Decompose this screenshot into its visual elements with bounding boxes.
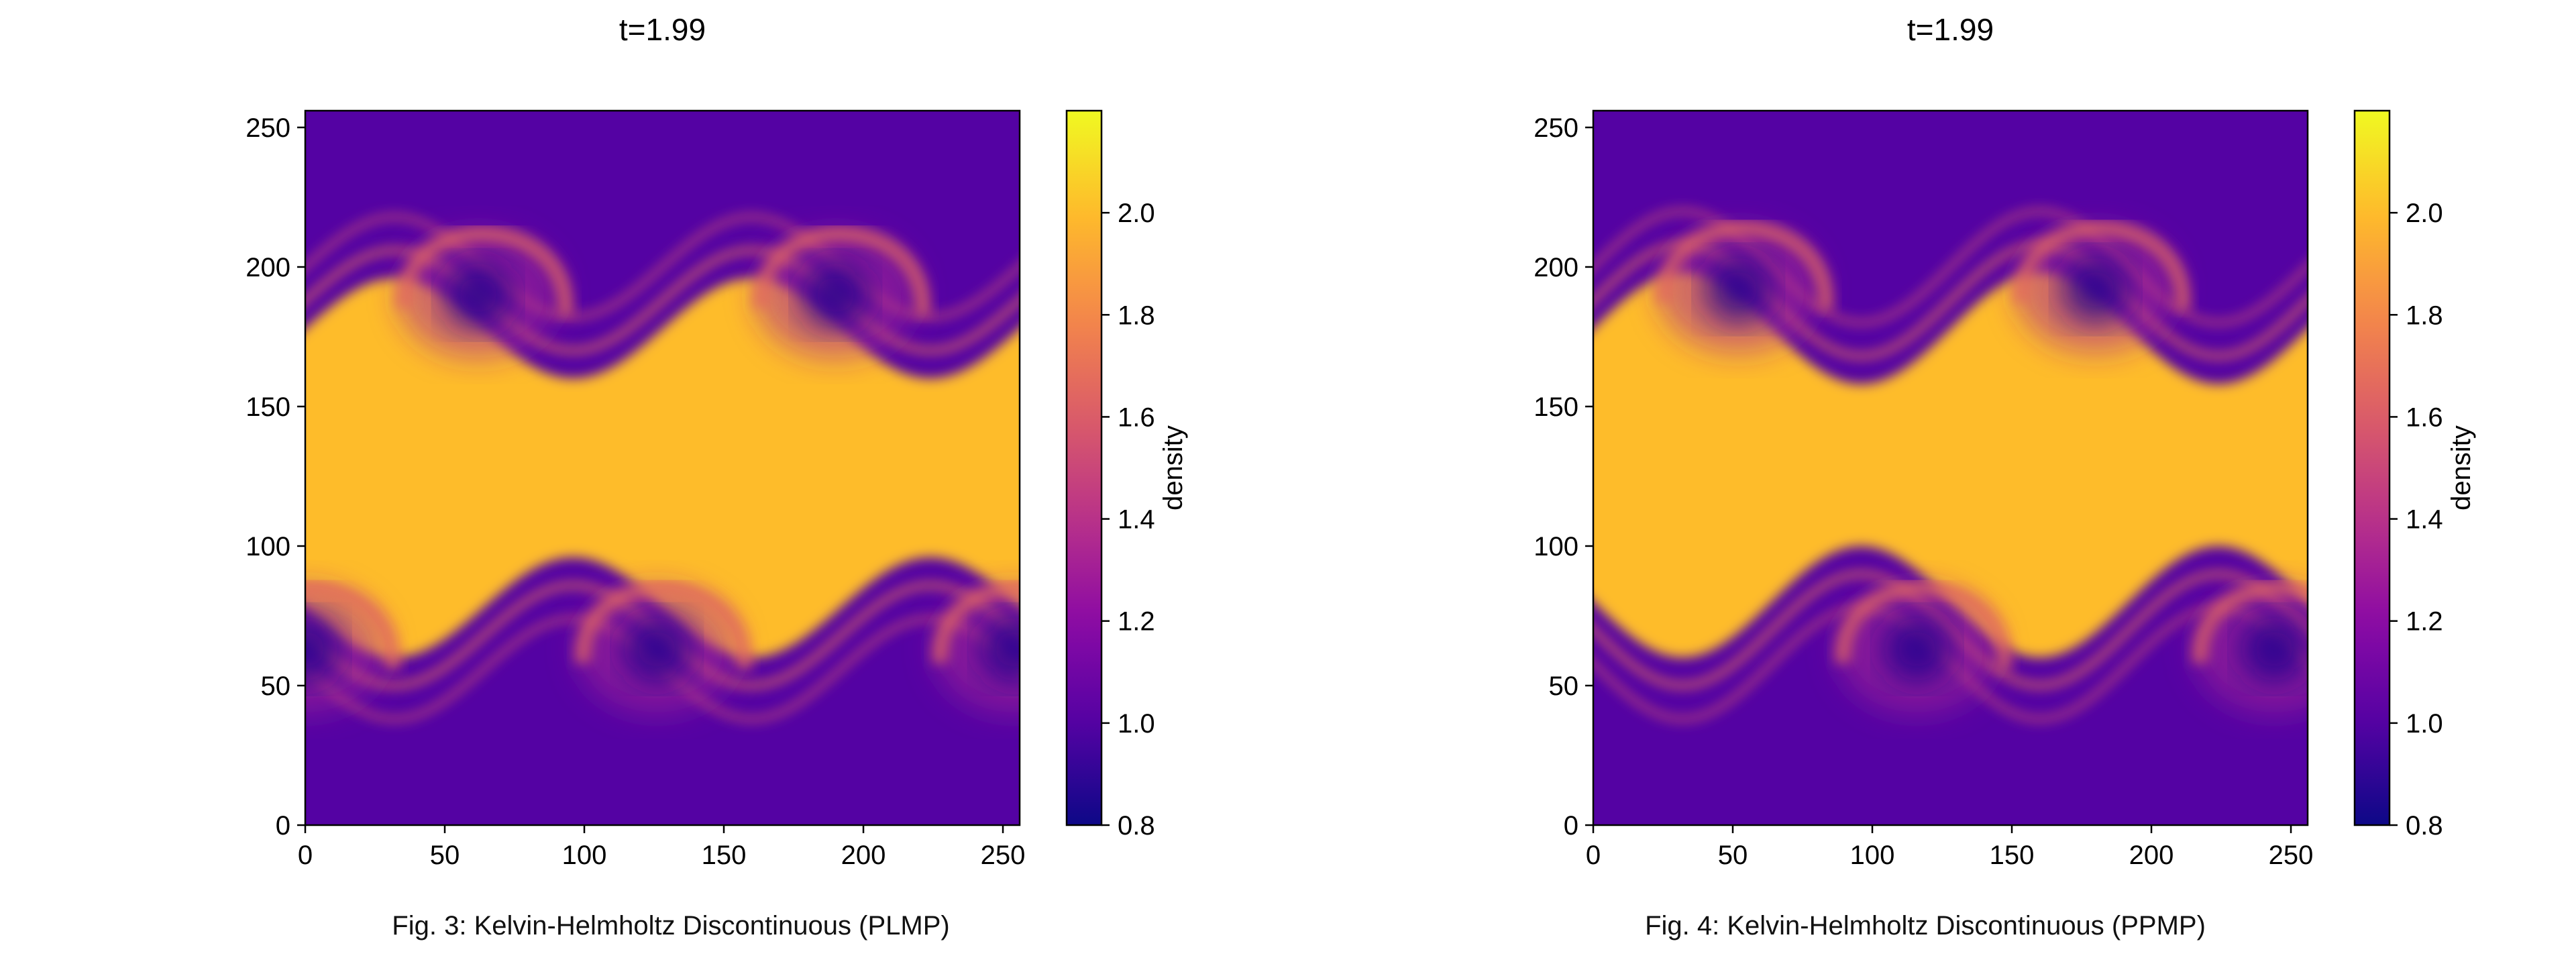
heatmap-ppmp: t=1.99 0 50 100 150 200 250 0 50 100 150 200 250 0.8 1… xyxy=(1534,12,2476,870)
chart-title: t=1.99 xyxy=(619,12,706,47)
y-tick-label: 150 xyxy=(246,392,290,422)
plot-frame xyxy=(304,109,1021,826)
y-tick-label: 100 xyxy=(246,532,290,561)
vortex-core xyxy=(2061,256,2129,323)
colorbar-tick-label: 2.0 xyxy=(2406,199,2443,228)
colorbar-tick-label: 1.0 xyxy=(1118,709,1155,739)
x-tick-label: 50 xyxy=(1718,841,1748,870)
y-tick-label: 150 xyxy=(1534,392,1578,422)
vortex-core xyxy=(623,615,691,683)
y-tick-label: 0 xyxy=(276,811,290,841)
vortex-core xyxy=(444,261,512,329)
x-tick-label: 0 xyxy=(1586,841,1601,870)
x-tick-label: 100 xyxy=(562,841,607,870)
colorbar-tick-label: 1.8 xyxy=(2406,301,2443,330)
colorbar-tick-label: 1.6 xyxy=(1118,402,1155,432)
x-tick-label: 200 xyxy=(2129,841,2174,870)
y-tick-label: 50 xyxy=(1549,672,1579,701)
heatmap-plmp: t=1.99 0 50 100 150 200 250 0 50 100 150 200 250 0.8 1… xyxy=(246,12,1188,870)
density-field xyxy=(1593,111,2308,825)
colorbar-tick-label: 1.0 xyxy=(2406,709,2443,739)
colorbar-tick-label: 1.4 xyxy=(2406,505,2443,535)
x-tick-label: 250 xyxy=(981,841,1026,870)
vortex-core xyxy=(2241,615,2308,683)
x-tick-label: 150 xyxy=(702,841,747,870)
y-tick-label: 200 xyxy=(1534,253,1578,282)
colorbar-tick-label: 0.8 xyxy=(2406,811,2443,841)
colorbar-tick-label: 1.2 xyxy=(1118,607,1155,637)
colorbar-label: density xyxy=(1159,425,1188,511)
figure-panel-plmp: t=1.99 0 50 100 150 200 250 0 50 100 150 200 250 0.8 1… xyxy=(246,12,1188,941)
y-tick-label: 200 xyxy=(246,253,290,282)
colorbar-tick-label: 1.8 xyxy=(1118,301,1155,330)
interface-filament xyxy=(1593,208,2308,326)
vortex-core xyxy=(1705,256,1772,323)
vortex-arm xyxy=(2192,580,2308,663)
y-tick-label: 250 xyxy=(246,113,290,143)
interface-filament xyxy=(1593,241,2308,360)
vortex-arm xyxy=(932,580,1020,663)
vortex-arm xyxy=(1656,220,1834,310)
vortex-arm xyxy=(396,225,574,316)
y-tick-label: 50 xyxy=(261,672,291,701)
colorbar-tick-label: 2.0 xyxy=(1118,199,1155,228)
plot-frame xyxy=(1592,109,2309,826)
vortex-core xyxy=(980,615,1020,683)
vortex-arm xyxy=(575,580,753,670)
dense-band xyxy=(1593,272,2308,658)
vortex-arm xyxy=(305,580,401,670)
colorbar-label: density xyxy=(2447,425,2476,511)
figure-panel-ppmp: t=1.99 0 50 100 150 200 250 0 50 100 150 200 250 0.8 1… xyxy=(1288,0,2576,966)
vortex-arm xyxy=(2013,220,2191,310)
interface-filament xyxy=(305,214,1020,320)
colorbar xyxy=(1065,109,1103,826)
vortex-arm xyxy=(1835,580,2012,670)
x-tick-label: 150 xyxy=(1990,841,2035,870)
figure-caption: Fig. 3: Kelvin-Helmholtz Discontinuous (… xyxy=(392,911,950,941)
colorbar-tick-label: 1.6 xyxy=(2406,402,2443,432)
x-tick-label: 250 xyxy=(2269,841,2314,870)
interface-filament xyxy=(305,246,1020,354)
vortex-core xyxy=(802,261,869,329)
vortex-arm xyxy=(753,225,931,316)
x-tick-label: 100 xyxy=(1850,841,1895,870)
colorbar xyxy=(2353,109,2391,826)
figure-caption: Fig. 4: Kelvin-Helmholtz Discontinuous (… xyxy=(1645,911,2206,941)
vortex-mixing xyxy=(305,585,386,713)
chart-title: t=1.99 xyxy=(1907,12,1994,47)
y-tick-label: 250 xyxy=(1534,113,1578,143)
x-tick-label: 200 xyxy=(841,841,886,870)
x-tick-label: 0 xyxy=(298,841,313,870)
colorbar-tick-label: 0.8 xyxy=(1118,811,1155,841)
x-tick-label: 50 xyxy=(430,841,460,870)
vortex-core xyxy=(305,615,339,683)
vortex-core xyxy=(1883,615,1951,683)
colorbar-tick-label: 1.4 xyxy=(1118,505,1155,535)
y-tick-label: 100 xyxy=(1534,532,1578,561)
colorbar-tick-label: 1.2 xyxy=(2406,607,2443,637)
y-tick-label: 0 xyxy=(1564,811,1578,841)
density-field xyxy=(305,111,1020,825)
dense-band xyxy=(305,278,1020,658)
